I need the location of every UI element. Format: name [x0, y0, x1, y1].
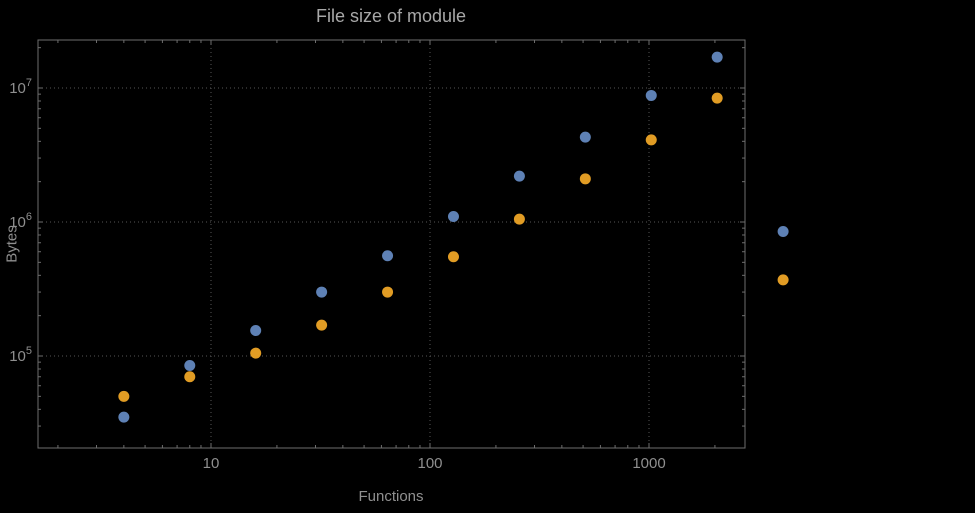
data-point-series-orange [250, 347, 262, 359]
data-point-series-blue [513, 170, 525, 182]
data-point-series-orange [645, 134, 657, 146]
data-point-series-blue [711, 51, 723, 63]
data-point-series-blue [184, 359, 196, 371]
data-point-series-orange [777, 274, 789, 286]
data-point-series-blue [118, 411, 130, 423]
plot-frame [37, 39, 746, 449]
y-tick-label: 105 [9, 345, 32, 365]
data-point-series-orange [118, 390, 130, 402]
data-point-series-blue [447, 210, 459, 222]
x-tick-label: 10 [203, 455, 220, 472]
data-point-series-blue [777, 225, 789, 237]
x-axis-label: Functions [358, 488, 424, 505]
data-point-series-orange [316, 319, 328, 331]
x-tick-label: 100 [417, 455, 442, 472]
data-point-series-orange [513, 213, 525, 225]
data-point-series-orange [184, 371, 196, 383]
y-tick-label: 107 [9, 77, 32, 97]
chart-title: File size of module [315, 6, 467, 26]
data-point-series-orange [447, 251, 459, 263]
data-point-series-orange [579, 173, 591, 185]
y-tick-label: 106 [9, 211, 32, 231]
data-point-series-blue [250, 324, 262, 336]
data-point-series-orange [382, 286, 394, 298]
data-point-series-blue [579, 131, 591, 143]
data-point-series-orange [711, 92, 723, 104]
data-point-series-blue [316, 286, 328, 298]
x-tick-label: 1000 [632, 455, 665, 472]
data-point-series-blue [645, 89, 657, 101]
data-point-series-blue [382, 250, 394, 262]
